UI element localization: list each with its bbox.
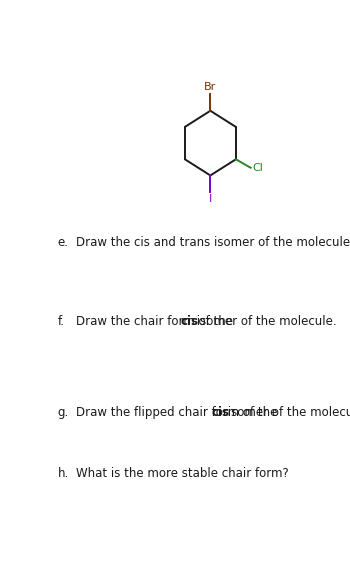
Text: cis: cis <box>181 315 199 328</box>
Text: Draw the chair form of the: Draw the chair form of the <box>76 315 237 328</box>
Text: g.: g. <box>58 406 69 419</box>
Text: Cl: Cl <box>252 163 263 173</box>
Text: I: I <box>209 194 212 204</box>
Text: cis: cis <box>212 406 230 419</box>
Text: What is the more stable chair form?: What is the more stable chair form? <box>76 468 289 480</box>
Text: e.: e. <box>58 236 69 248</box>
Text: Draw the flipped chair form of the: Draw the flipped chair form of the <box>76 406 281 419</box>
Text: Draw the cis and trans isomer of the molecule above.: Draw the cis and trans isomer of the mol… <box>76 236 350 248</box>
Text: Br: Br <box>204 82 217 92</box>
Text: isomer of the molecule.: isomer of the molecule. <box>224 406 350 419</box>
Text: h.: h. <box>58 468 69 480</box>
Text: f.: f. <box>58 315 65 328</box>
Text: isomer of the molecule.: isomer of the molecule. <box>193 315 337 328</box>
